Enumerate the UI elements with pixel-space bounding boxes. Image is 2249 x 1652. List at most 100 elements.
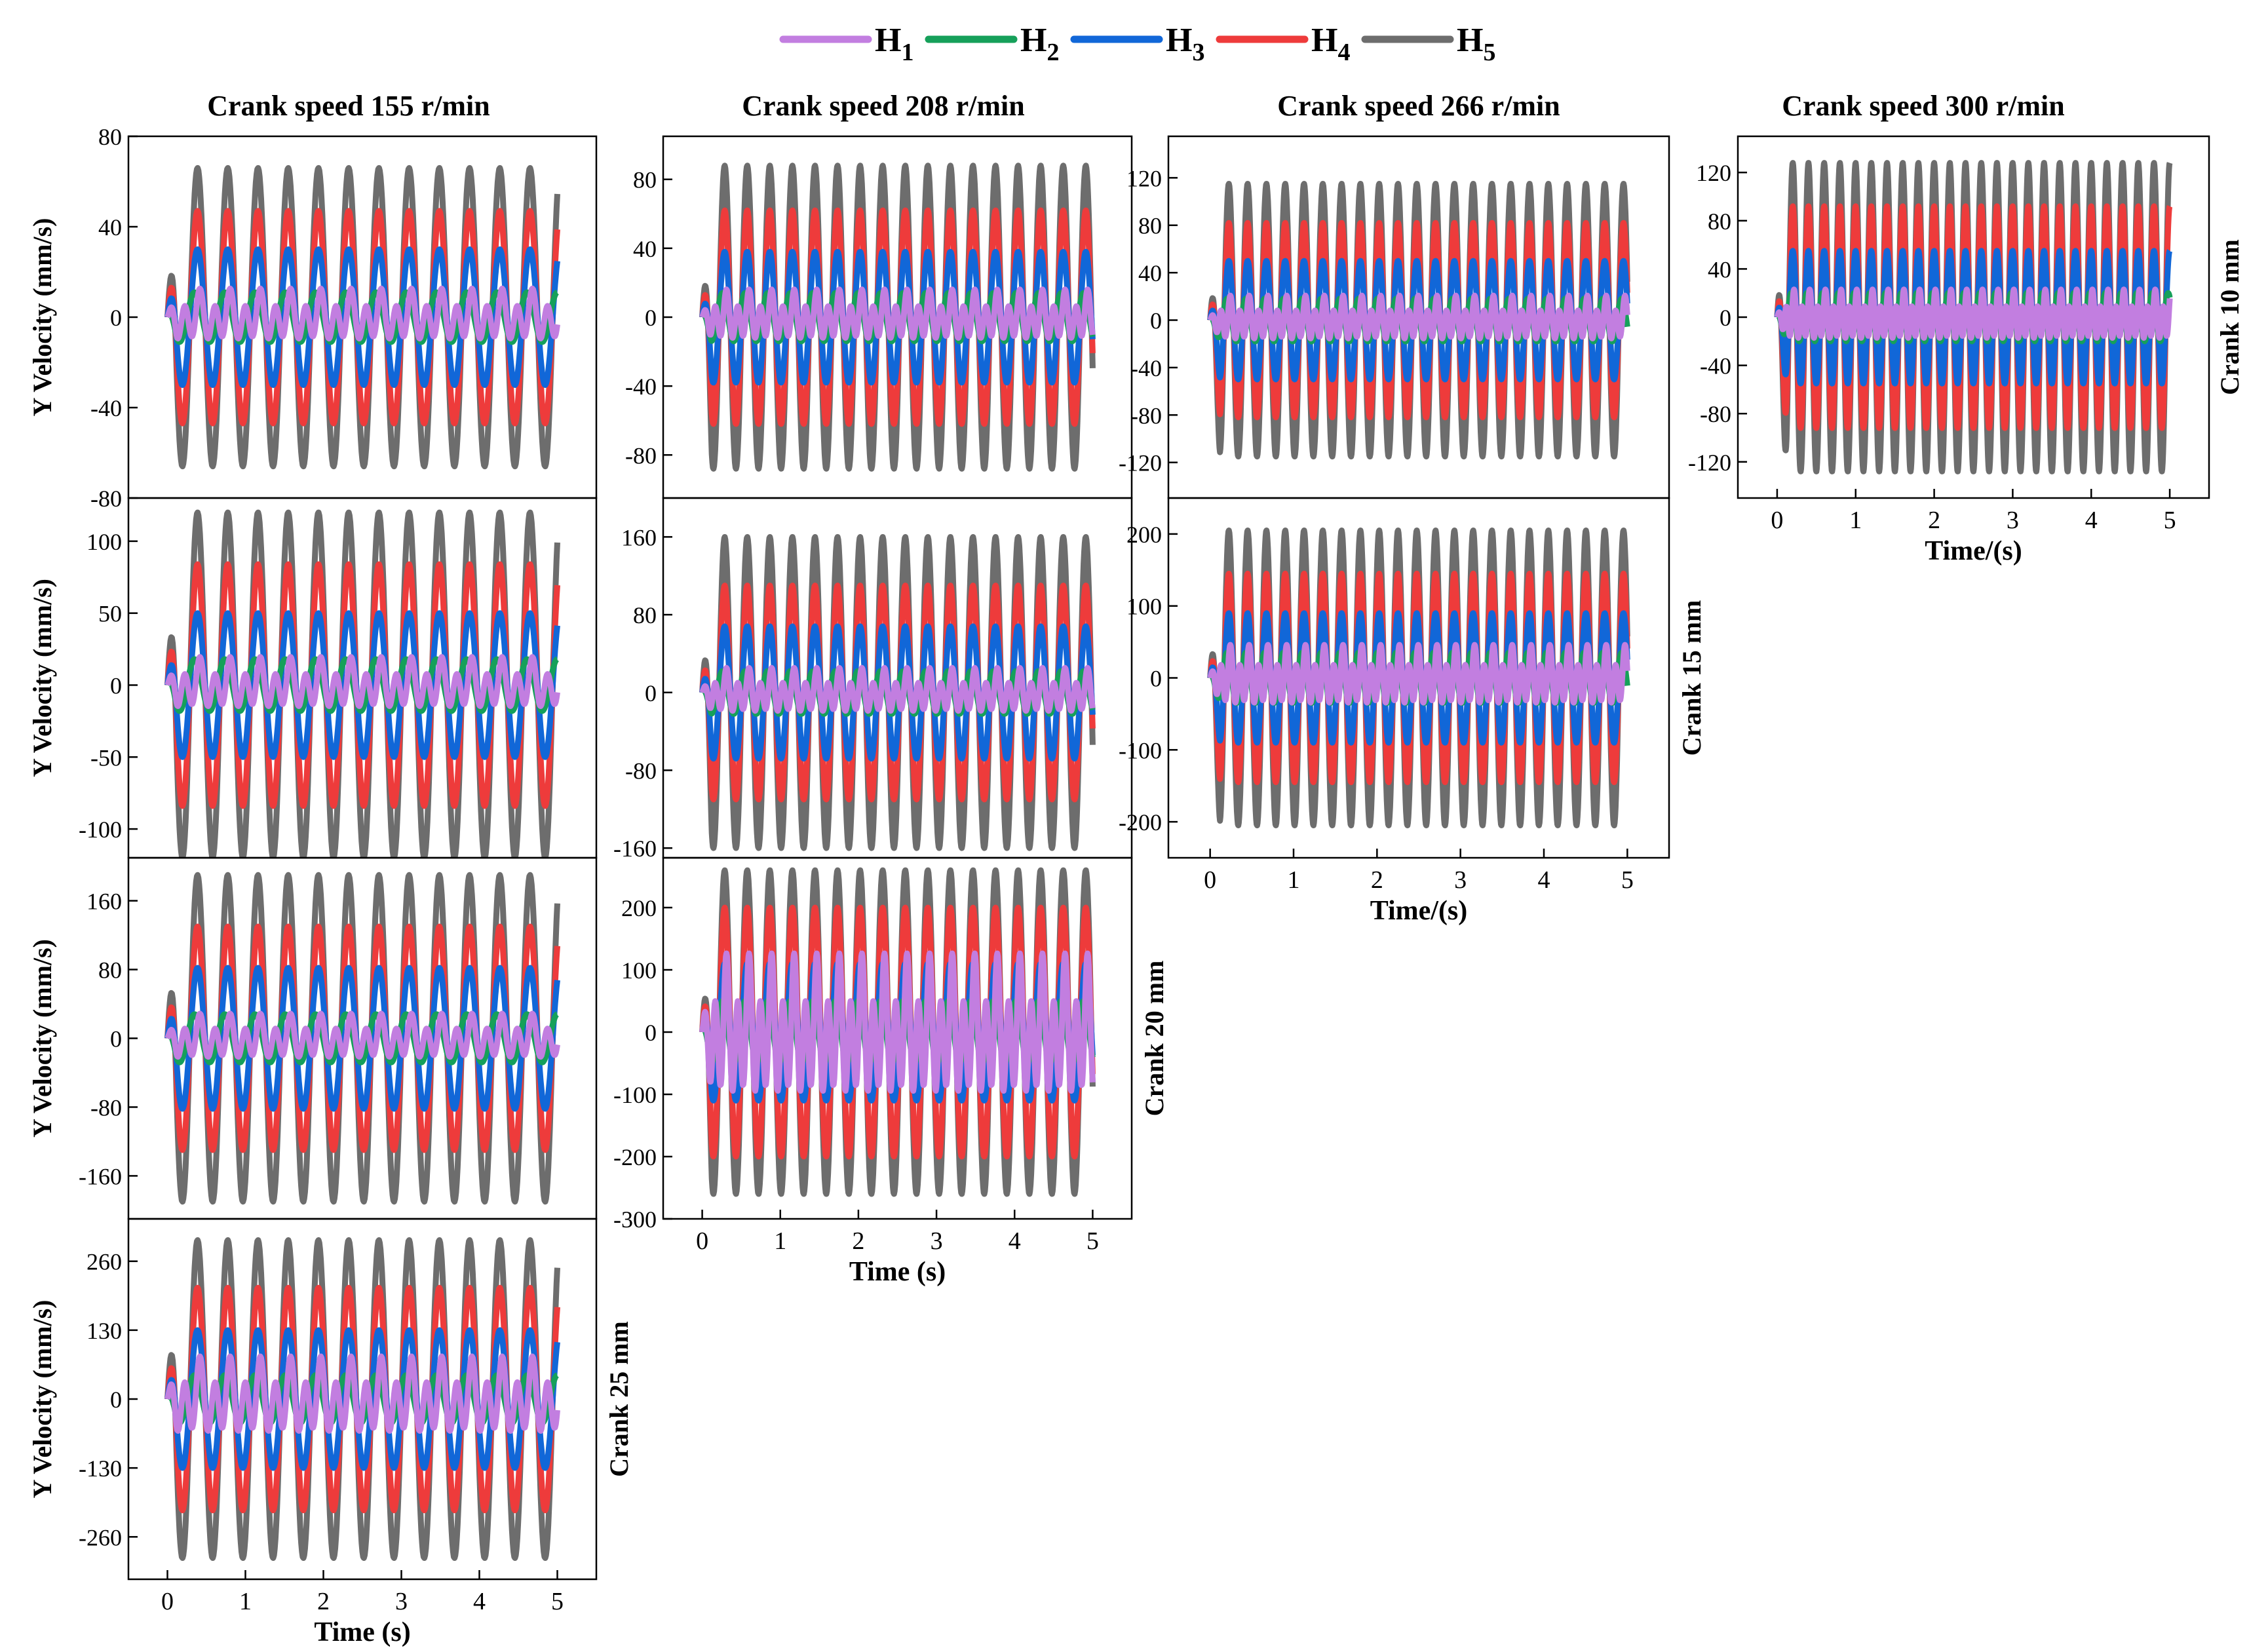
series-line-h1 (1207, 642, 1630, 706)
x-tick-label: 1 (239, 1588, 252, 1615)
panel-c155-r20: -160 -80 0 80 160 Y Velocity (mm/s) (28, 856, 598, 1220)
y-axis-title: Y Velocity (mm/s) (28, 1300, 57, 1499)
y-tick-label: 0 (1150, 666, 1162, 692)
y-tick-label: -40 (90, 395, 122, 421)
y-tick-label: 200 (621, 895, 657, 921)
legend-subscript: 3 (1192, 39, 1204, 66)
x-tick-label: 1 (1849, 507, 1862, 534)
column-title: Crank speed 266 r/min (1277, 90, 1560, 122)
y-tick-label: 80 (633, 167, 657, 193)
row-label: Crank 15 mm (1677, 600, 1706, 756)
legend-item-h3: H3 (1070, 22, 1204, 66)
x-tick-label: 4 (1009, 1227, 1021, 1255)
column-title: Crank speed 300 r/min (1782, 90, 2064, 122)
panel-c208-r10: -80 -40 0 40 80 (625, 135, 1133, 499)
y-tick-label: -40 (1130, 355, 1162, 381)
y-tick-label: 160 (621, 524, 657, 550)
y-tick-label: -130 (79, 1455, 122, 1482)
y-axis-title: Y Velocity (mm/s) (28, 218, 57, 417)
x-tick-label: 0 (1204, 866, 1216, 894)
y-tick-label: -40 (625, 374, 657, 400)
x-tick-label: 3 (931, 1227, 943, 1255)
y-tick-label: 80 (1708, 208, 1731, 235)
y-tick-label: 120 (1696, 160, 1731, 186)
series-group (699, 534, 1096, 851)
series-line-h1 (699, 664, 1096, 714)
y-tick-label: 160 (86, 889, 122, 915)
y-tick-label: 0 (1720, 305, 1731, 331)
y-tick-label: 130 (86, 1318, 122, 1344)
series-group (1207, 528, 1630, 828)
legend-subscript: 1 (901, 39, 913, 66)
y-tick-label: -80 (1130, 402, 1162, 429)
y-tick-label: -100 (1119, 737, 1162, 763)
x-tick-label: 2 (852, 1227, 864, 1255)
y-tick-label: 100 (1126, 594, 1162, 620)
y-tick-label: -50 (90, 744, 122, 771)
y-tick-label: 0 (110, 1387, 122, 1413)
legend-label: H4 (1311, 22, 1350, 66)
panel-c208-r15: -160 -80 0 80 160 (613, 497, 1133, 862)
panel-c266-r10: -120 -80 -40 0 40 80 120 (1119, 135, 1670, 499)
y-tick-label: -200 (1119, 809, 1162, 836)
x-tick-label: 0 (696, 1227, 708, 1255)
series-group (164, 1237, 560, 1561)
legend-label: H3 (1166, 22, 1204, 66)
column-title: Crank speed 155 r/min (207, 90, 490, 122)
y-tick-label: -120 (1688, 450, 1731, 476)
x-tick-label: 1 (1288, 866, 1300, 894)
row-label: Crank 10 mm (2215, 239, 2244, 395)
x-tick-label: 4 (2085, 507, 2098, 534)
series-line-h1 (699, 950, 1096, 1094)
y-tick-label: -80 (1700, 401, 1731, 427)
y-tick-label: 40 (1138, 260, 1162, 286)
x-tick-label: 4 (473, 1588, 486, 1615)
series-line-h3 (699, 623, 1096, 762)
y-tick-label: 0 (110, 672, 122, 699)
x-tick-label: 5 (1086, 1227, 1099, 1255)
y-tick-label: -80 (625, 442, 657, 469)
x-tick-label: 4 (1538, 866, 1550, 894)
legend-label: H5 (1457, 22, 1495, 66)
y-tick-label: 40 (98, 214, 122, 240)
x-axis-title: Time (s) (849, 1257, 946, 1287)
legend-label: H1 (875, 22, 913, 66)
legend-item-h5: H5 (1361, 22, 1495, 66)
legend-label: H2 (1020, 22, 1059, 66)
y-tick-label: 0 (1150, 308, 1162, 334)
panel-c300-r10: -120 -80 -40 0 40 80 120 0 1 2 3 4 5 Time/(s) Crank 10… (1688, 135, 2244, 566)
series-group (1774, 160, 2173, 474)
y-tick-label: -200 (613, 1144, 657, 1170)
x-tick-label: 5 (551, 1588, 564, 1615)
y-tick-label: 50 (98, 601, 122, 627)
x-tick-label: 0 (161, 1588, 174, 1615)
series-line-h4 (699, 904, 1096, 1160)
y-tick-label: -100 (613, 1082, 657, 1108)
x-axis-title: Time (s) (314, 1617, 410, 1647)
y-tick-label: 0 (645, 1020, 657, 1046)
y-tick-label: 40 (1708, 256, 1731, 282)
y-tick-label: -160 (613, 836, 657, 862)
legend-subscript: 2 (1047, 39, 1059, 66)
y-tick-label: -160 (79, 1163, 122, 1189)
y-tick-label: 260 (86, 1249, 122, 1275)
series-line-h1 (699, 286, 1096, 341)
y-tick-label: -80 (90, 1094, 122, 1121)
y-tick-label: 100 (86, 529, 122, 555)
y-tick-label: -40 (1700, 353, 1731, 379)
y-tick-label: 80 (98, 124, 122, 150)
series-line-h1 (164, 1010, 560, 1060)
series-group (164, 164, 560, 470)
legend: H1 H2 H3 H4 H5 (779, 22, 1495, 66)
series-group (699, 867, 1096, 1197)
legend-item-h1: H1 (779, 22, 913, 66)
legend-item-h2: H2 (925, 22, 1059, 66)
y-tick-label: 40 (633, 236, 657, 262)
y-tick-label: 80 (98, 957, 122, 984)
legend-item-h4: H4 (1216, 22, 1350, 66)
x-tick-label: 2 (1371, 866, 1383, 894)
x-tick-label: 3 (2007, 507, 2019, 534)
legend-subscript: 4 (1337, 39, 1350, 66)
series-line-h3 (699, 248, 1096, 386)
